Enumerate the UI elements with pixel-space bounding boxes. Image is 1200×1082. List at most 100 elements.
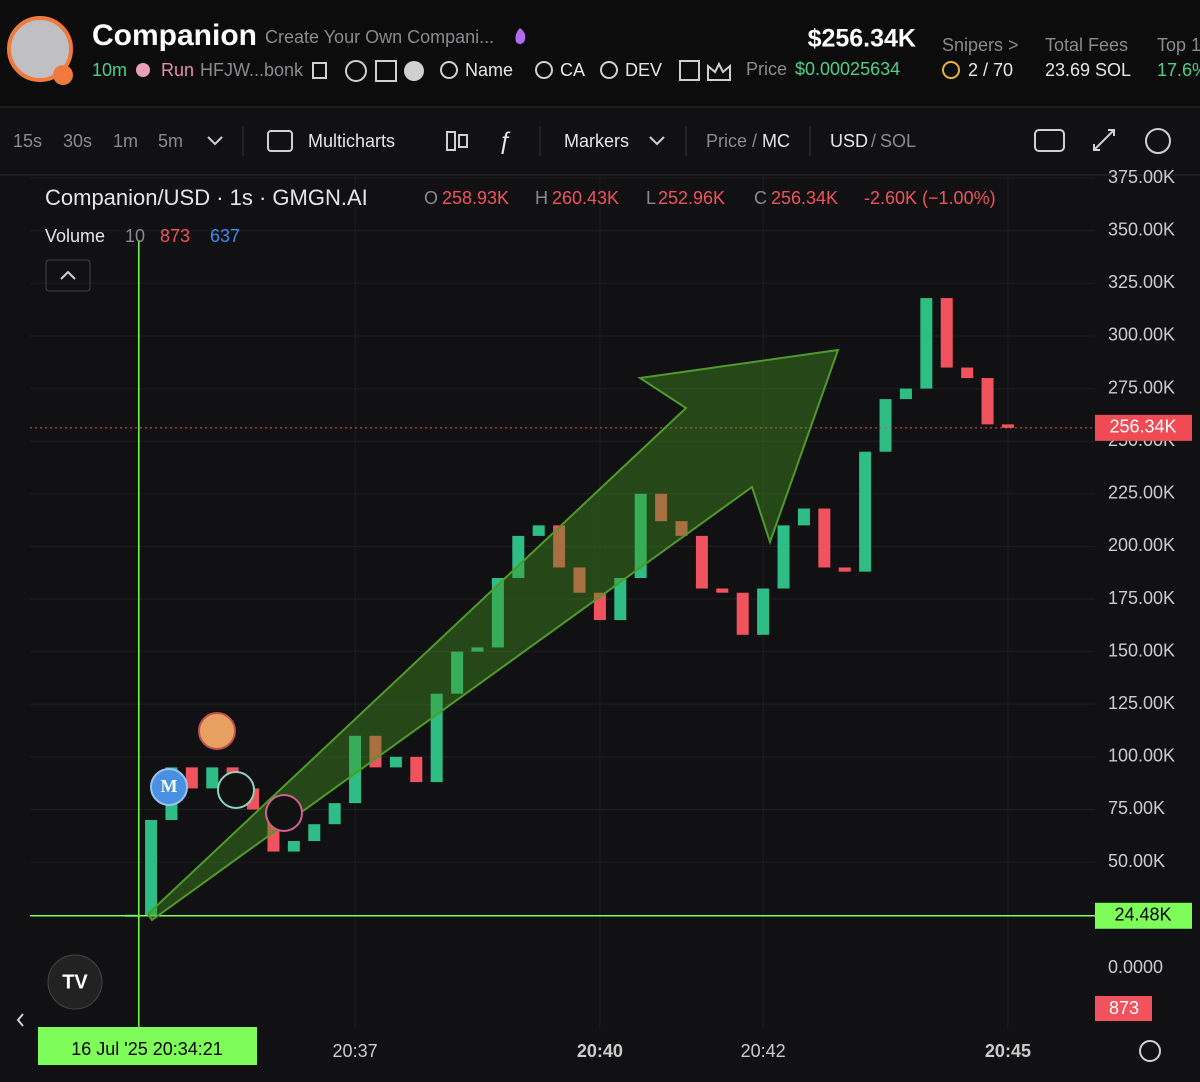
interval[interactable]: 30s: [63, 131, 92, 151]
settings-icon[interactable]: [1145, 128, 1171, 154]
age: 10m: [92, 60, 127, 80]
usd-toggle[interactable]: USD: [830, 131, 868, 151]
volume-label: Volume: [45, 226, 105, 246]
candle: [349, 735, 362, 804]
candle: [899, 388, 912, 400]
marker[interactable]: [217, 771, 255, 809]
candle: [451, 651, 464, 694]
volume-last: 873: [1109, 998, 1139, 1018]
flame-icon: [515, 28, 526, 44]
volume-buy: 637: [210, 226, 240, 246]
price-label: 256.34K: [1109, 417, 1176, 437]
x-tick-label: 20:40: [577, 1041, 623, 1061]
marker-letter: M: [161, 776, 178, 796]
candle: [757, 588, 770, 635]
candle: [634, 493, 647, 578]
price-label-box: [1095, 414, 1192, 441]
y-tick-label: 100.00K: [1108, 746, 1175, 766]
l-label: L: [646, 188, 656, 208]
markers[interactable]: Markers: [564, 131, 629, 151]
search-icon[interactable]: [535, 61, 553, 79]
run-icon: [136, 63, 150, 77]
web-icon[interactable]: [345, 60, 367, 82]
slash: /: [871, 131, 876, 151]
price: $0.00025634: [795, 59, 900, 79]
search-icon[interactable]: [440, 61, 458, 79]
apps-icon[interactable]: [375, 60, 397, 82]
volume-period: 10: [125, 226, 145, 246]
mc-toggle[interactable]: MC: [762, 131, 790, 151]
marker[interactable]: [198, 712, 236, 750]
chevron[interactable]: [207, 136, 223, 146]
fees-label: Total Fees: [1045, 35, 1128, 55]
candle: [797, 508, 810, 526]
badge: [53, 65, 73, 85]
crown-icon[interactable]: [707, 61, 731, 81]
indicator-icon[interactable]: ƒ: [498, 127, 511, 154]
social-icon[interactable]: [404, 61, 424, 81]
candle: [655, 493, 668, 522]
chevron[interactable]: [649, 136, 665, 146]
top-value: 17.6%: [1157, 60, 1200, 80]
chart-settings[interactable]: [1139, 1040, 1161, 1062]
price-label: Price: [746, 59, 787, 79]
search-ca[interactable]: CA: [560, 60, 585, 80]
y-tick-label: 75.00K: [1108, 798, 1165, 818]
address[interactable]: HFJW...bonk: [200, 60, 304, 80]
candle: [818, 508, 831, 568]
candle: [328, 803, 341, 825]
candle: [777, 525, 790, 589]
candle: [961, 367, 974, 379]
camera-icon[interactable]: [1034, 129, 1065, 152]
trend-arrow: [146, 348, 840, 922]
candle-icon[interactable]: [446, 131, 456, 151]
collapse-button[interactable]: [45, 259, 91, 292]
marker[interactable]: [265, 794, 303, 832]
h-label: H: [535, 188, 548, 208]
search-name[interactable]: Name: [465, 60, 513, 80]
interval[interactable]: 15s: [13, 131, 42, 151]
scroll-left[interactable]: [16, 1013, 24, 1027]
price-label-box: [1095, 902, 1192, 929]
change: -2.60K (−1.00%): [864, 188, 996, 208]
y-tick-label: 325.00K: [1108, 272, 1175, 292]
y-tick-label: 300.00K: [1108, 325, 1175, 345]
candle: [308, 824, 321, 842]
marker[interactable]: [150, 768, 188, 806]
fees: 23.69 SOL: [1045, 60, 1131, 80]
avatar[interactable]: [7, 16, 73, 82]
close: 256.34K: [771, 188, 838, 208]
candle: [287, 841, 300, 852]
multicharts[interactable]: Multicharts: [308, 131, 395, 151]
interval[interactable]: 5m: [158, 131, 183, 151]
candle: [145, 819, 158, 916]
sniper-icon: [942, 61, 960, 79]
y-tick-label: 50.00K: [1108, 851, 1165, 871]
interval[interactable]: 1m: [113, 131, 138, 151]
volume-axis-label: 0.0000: [1108, 957, 1163, 977]
y-tick-label: 375.00K: [1108, 167, 1175, 187]
candle: [369, 735, 382, 768]
share-icon[interactable]: [679, 60, 700, 81]
candle: [389, 756, 402, 768]
price-toggle[interactable]: Price: [706, 131, 747, 151]
high: 260.43K: [552, 188, 619, 208]
expand-icon[interactable]: [1093, 129, 1115, 151]
add-icon[interactable]: [267, 130, 293, 152]
x-tick-label: 20:42: [741, 1041, 786, 1061]
sol-toggle[interactable]: SOL: [880, 131, 916, 151]
search-dev[interactable]: DEV: [625, 60, 662, 80]
tv-logo[interactable]: [47, 954, 103, 1010]
candle: [491, 577, 504, 648]
copy-icon[interactable]: [312, 62, 327, 79]
tv-logo-mark: TV: [62, 971, 88, 993]
candle: [247, 788, 260, 810]
search-icon[interactable]: [600, 61, 618, 79]
candle: [410, 756, 423, 783]
snipers-label[interactable]: Snipers >: [942, 35, 1019, 55]
crosshair-label-box: [38, 1027, 257, 1065]
crosshair-label: 16 Jul '25 20:34:21: [71, 1039, 223, 1059]
candle: [920, 298, 933, 389]
candle-icon[interactable]: [458, 134, 468, 148]
